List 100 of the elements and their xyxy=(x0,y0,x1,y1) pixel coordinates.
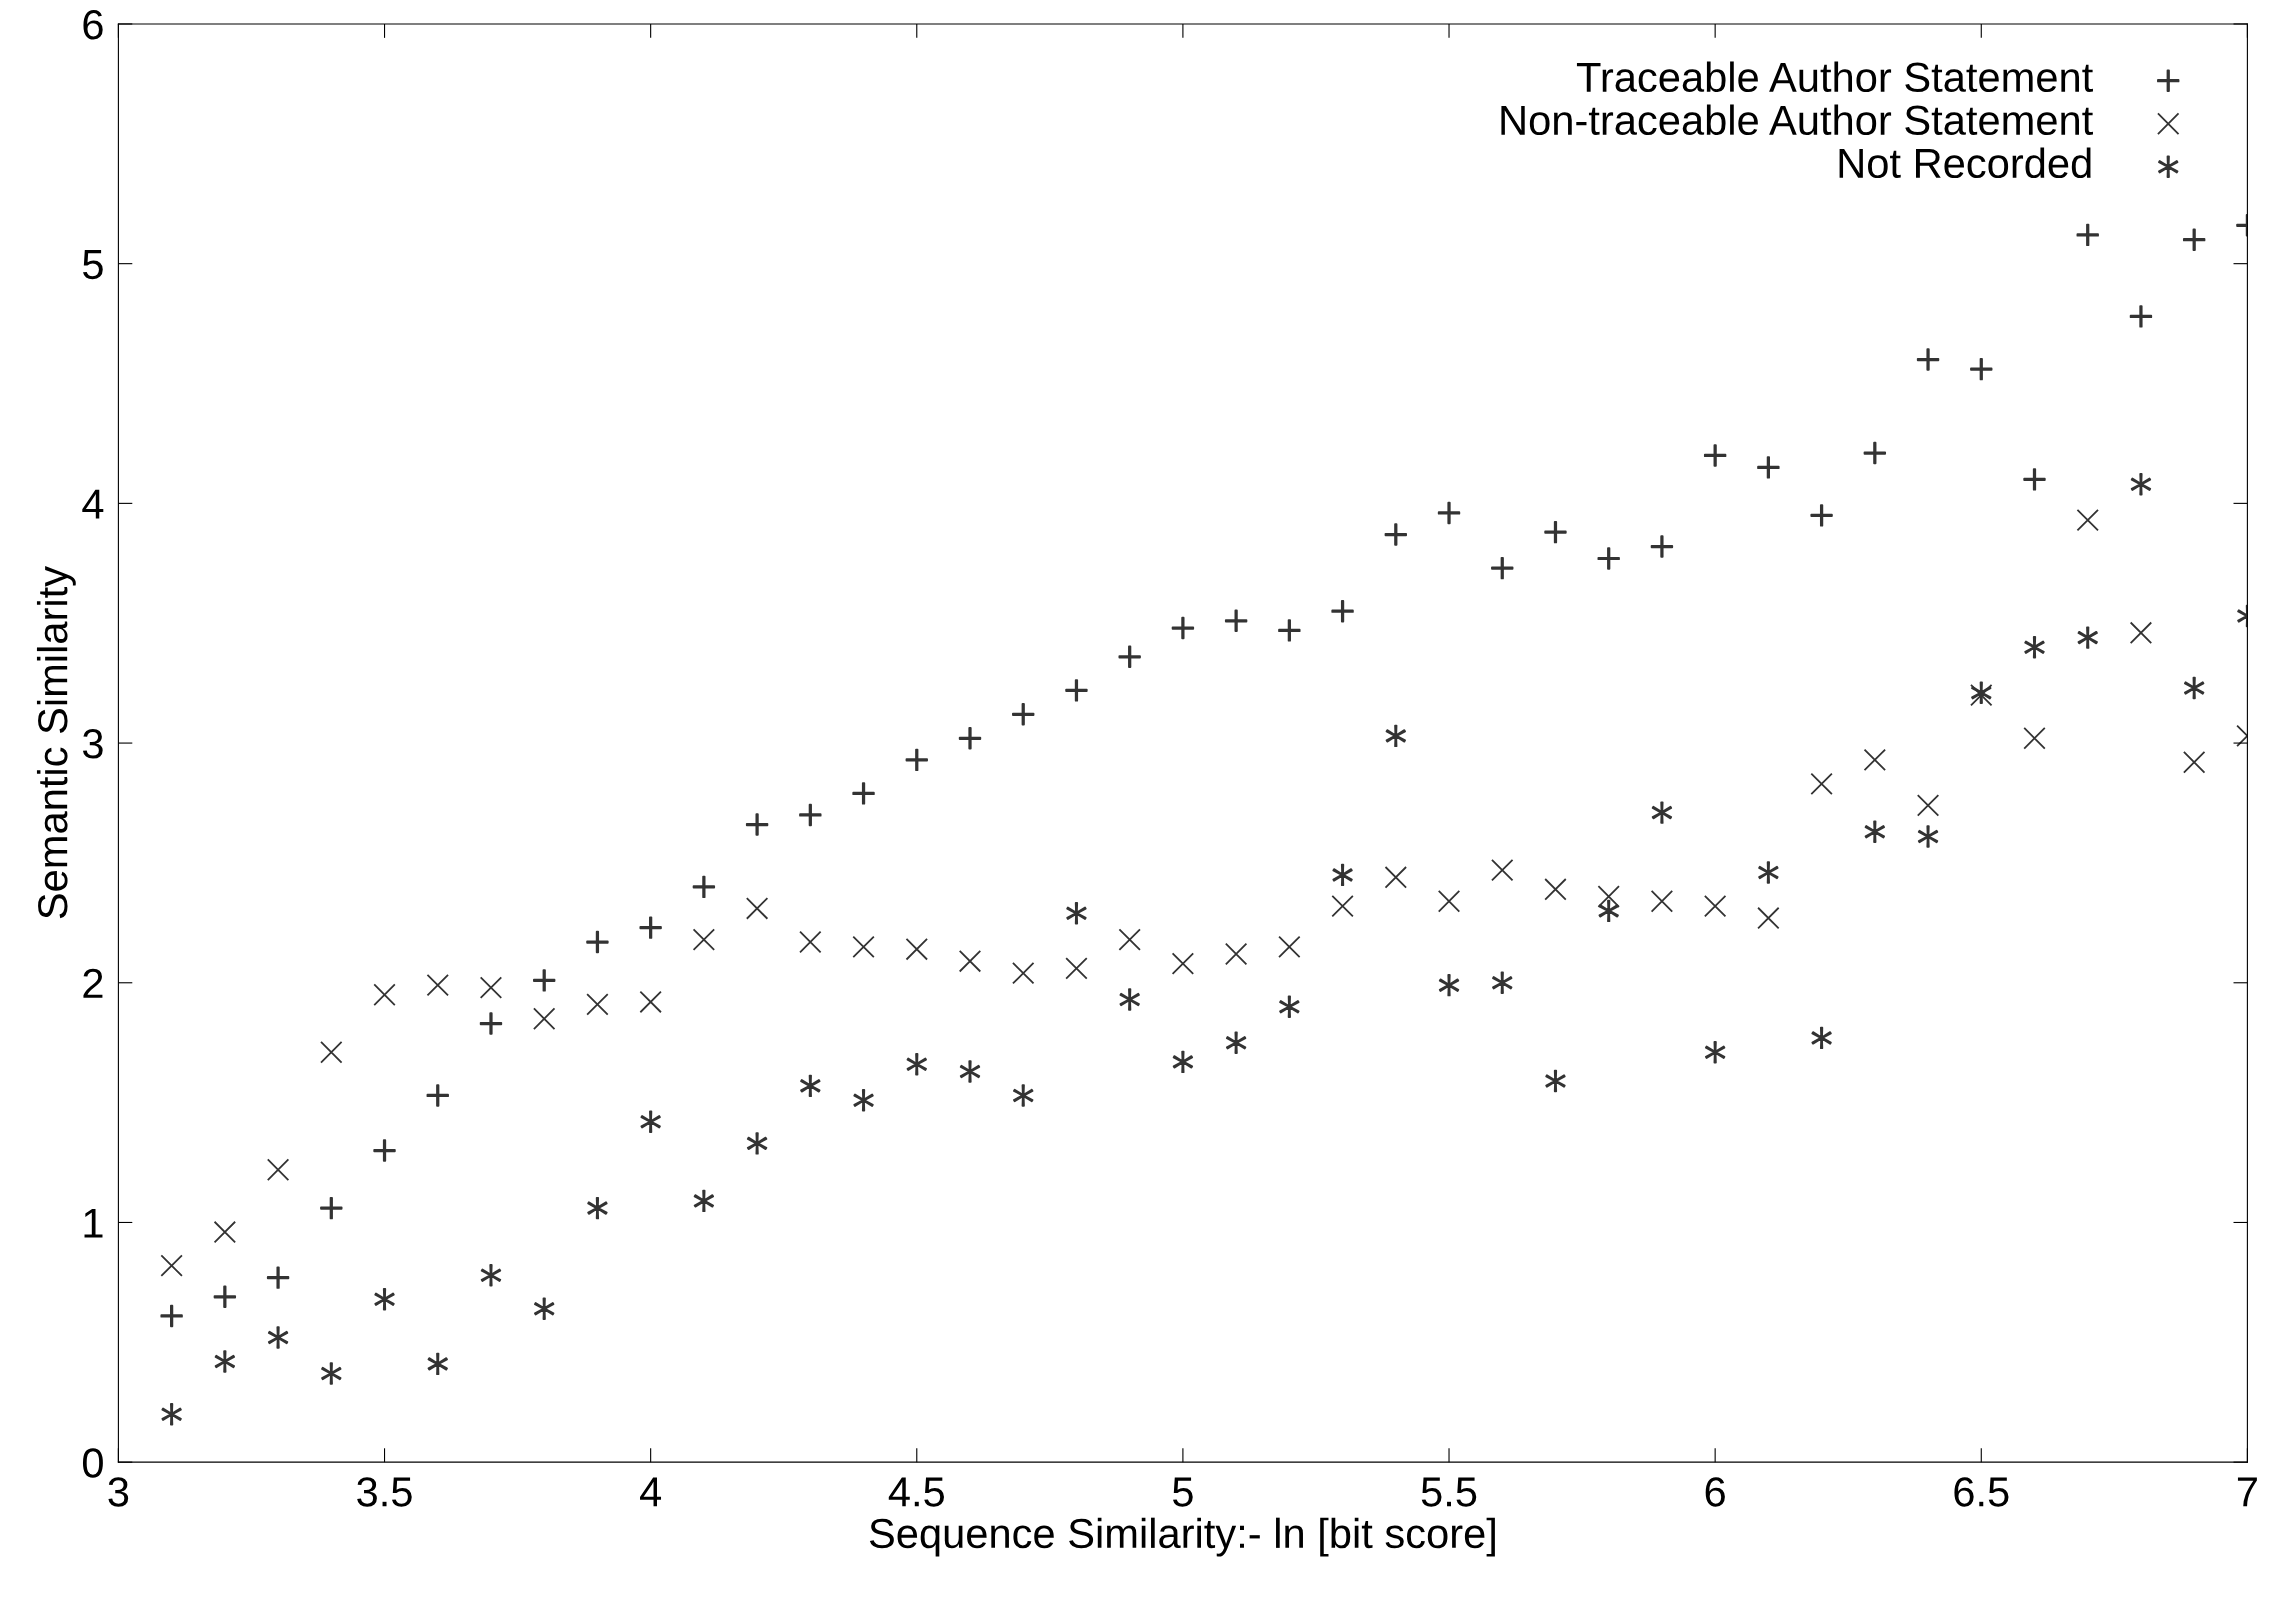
point xyxy=(1385,724,1406,748)
point xyxy=(534,1297,555,1320)
point xyxy=(1811,1026,1832,1050)
point xyxy=(1384,523,1408,546)
point xyxy=(2182,228,2206,251)
point xyxy=(1278,935,1301,959)
point xyxy=(1492,971,1513,994)
x-tick-label: 5 xyxy=(1172,1477,1193,1507)
point xyxy=(852,935,875,959)
point xyxy=(1544,520,1567,544)
point xyxy=(160,1254,183,1277)
point xyxy=(1065,679,1088,702)
point xyxy=(639,990,662,1014)
point xyxy=(2076,508,2099,532)
x-tick-label: 5.5 xyxy=(1421,1477,1477,1507)
y-tick-label: 2 xyxy=(83,968,103,998)
point xyxy=(2182,751,2206,774)
point xyxy=(213,1285,237,1308)
point xyxy=(1066,902,1087,925)
point xyxy=(587,1196,608,1220)
point xyxy=(1544,878,1567,901)
point xyxy=(2023,727,2046,750)
point xyxy=(958,949,982,973)
point xyxy=(852,782,875,805)
point xyxy=(1597,547,1620,570)
point xyxy=(745,813,769,836)
point xyxy=(799,803,822,827)
legend-label: Traceable Author Statement xyxy=(1576,61,2093,93)
point xyxy=(426,1084,449,1107)
point xyxy=(1650,535,1674,558)
point xyxy=(1757,456,1780,479)
point xyxy=(479,1012,503,1035)
point xyxy=(1597,885,1620,908)
point xyxy=(2077,626,2098,649)
point xyxy=(374,1287,395,1311)
x-tick-label: 4 xyxy=(640,1477,662,1507)
point xyxy=(745,897,769,920)
point xyxy=(905,938,928,961)
point xyxy=(1917,825,1939,848)
point xyxy=(1331,600,1354,623)
point xyxy=(1757,906,1780,930)
point xyxy=(1118,928,1141,951)
point xyxy=(267,1326,289,1349)
point xyxy=(1437,501,1461,525)
point xyxy=(1332,863,1353,887)
point xyxy=(1225,1031,1247,1054)
point xyxy=(1224,609,1248,633)
point xyxy=(532,1007,556,1030)
point xyxy=(2130,472,2152,496)
point xyxy=(321,1362,342,1385)
point xyxy=(266,1158,290,1181)
point xyxy=(1703,894,1727,918)
x-tick-label: 6 xyxy=(1705,1477,1725,1507)
point xyxy=(2183,676,2205,700)
point xyxy=(692,875,716,899)
point xyxy=(1171,616,1195,640)
y-tick-label: 1 xyxy=(84,1208,103,1238)
point xyxy=(586,993,609,1016)
point xyxy=(640,1110,661,1134)
point xyxy=(479,976,503,999)
point xyxy=(373,1139,396,1162)
point xyxy=(1598,899,1619,923)
point xyxy=(800,1074,821,1098)
point xyxy=(1437,890,1461,913)
point xyxy=(959,1060,981,1083)
point xyxy=(905,748,928,772)
point xyxy=(906,1053,927,1076)
point xyxy=(586,930,609,954)
point xyxy=(1119,988,1140,1011)
legend-label: Non-traceable Author Statement xyxy=(1501,104,2093,136)
point xyxy=(1863,441,1887,465)
point xyxy=(2023,468,2046,491)
y-axis-title: Semantic Similarity xyxy=(36,566,76,919)
point xyxy=(1704,1041,1726,1064)
point xyxy=(1758,861,1779,884)
point xyxy=(958,727,982,750)
point xyxy=(1491,556,1514,580)
x-tick-label: 6.5 xyxy=(1954,1477,2009,1507)
y-tick-label: 3 xyxy=(82,729,103,759)
legend-label: Not Recorded xyxy=(1839,147,2091,179)
point xyxy=(1012,961,1035,985)
point xyxy=(1916,348,1940,371)
point xyxy=(1970,357,1993,381)
point xyxy=(214,1350,236,1373)
point xyxy=(1438,973,1460,997)
x-axis-title: Sequence Similarity:- ln [bit score] xyxy=(869,1517,1495,1557)
point xyxy=(320,1196,343,1220)
point xyxy=(532,969,556,992)
y-tick-label: 5 xyxy=(83,250,103,280)
point xyxy=(480,1263,502,1287)
y-tick-label: 6 xyxy=(83,9,103,40)
x-tick-label: 3.5 xyxy=(357,1477,412,1507)
point xyxy=(639,916,662,939)
point xyxy=(1013,1084,1034,1107)
point xyxy=(1863,748,1887,772)
x-tick-label: 4.5 xyxy=(888,1477,944,1507)
point xyxy=(1384,866,1408,889)
y-tick-label: 4 xyxy=(82,489,104,519)
point xyxy=(1810,504,1833,527)
point xyxy=(320,1041,343,1064)
